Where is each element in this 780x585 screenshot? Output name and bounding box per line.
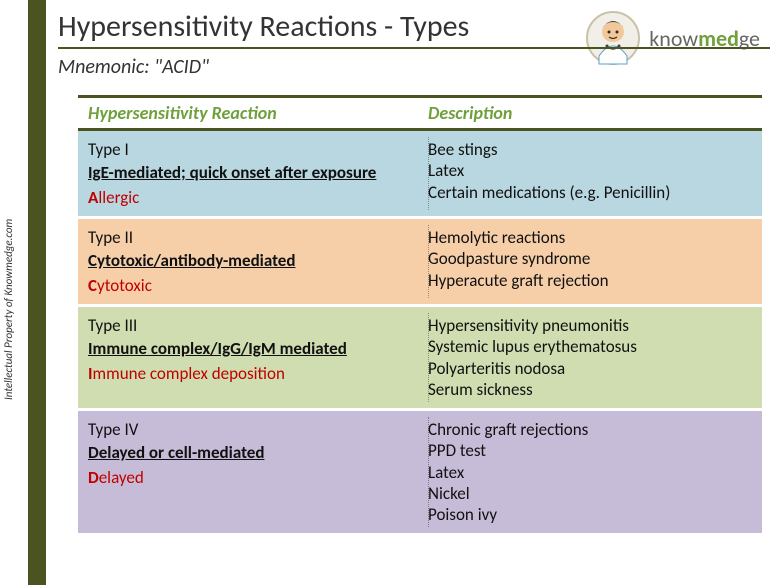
description-line: Hemolytic reactions (428, 227, 752, 248)
header-reaction: Hypersensitivity Reaction (88, 102, 428, 124)
header-description: Description (428, 102, 752, 124)
mnemonic-word: Delayed (88, 467, 418, 488)
copyright-text: Intellectual Property of Knowmedge.com (2, 219, 15, 400)
mnemonic-subtitle: Mnemonic: "ACID" (58, 55, 770, 79)
type-label: Type III (88, 315, 418, 336)
description-cell: Hypersensitivity pneumonitisSystemic lup… (428, 315, 752, 400)
description-line: Poison ivy (428, 504, 752, 525)
table-row: Type IIgE-mediated; quick onset after ex… (78, 131, 762, 219)
description-line: Latex (428, 462, 752, 483)
description-line: Serum sickness (428, 379, 752, 400)
main-content: Hypersensitivity Reactions - Types Mnemo… (58, 8, 770, 536)
reaction-cell: Type IIIImmune complex/IgG/IgM mediated I… (88, 315, 428, 400)
type-label: Type I (88, 139, 418, 160)
table-row: Type IICytotoxic/antibody-mediated Cytoto… (78, 219, 762, 307)
mechanism-text: Cytotoxic/antibody-mediated (88, 250, 418, 271)
table-row: Type IIIImmune complex/IgG/IgM mediated I… (78, 307, 762, 411)
reactions-table: Hypersensitivity Reaction Description Ty… (78, 95, 762, 536)
type-label: Type IV (88, 419, 418, 440)
mechanism-text: Immune complex/IgG/IgM mediated (88, 338, 418, 359)
reaction-cell: Type IICytotoxic/antibody-mediated Cytoto… (88, 227, 428, 296)
description-line: Nickel (428, 483, 752, 504)
column-divider (428, 137, 429, 210)
column-divider (428, 417, 429, 527)
description-line: Goodpasture syndrome (428, 248, 752, 269)
mechanism-text: IgE-mediated; quick onset after exposure (88, 162, 418, 183)
mnemonic-word: Cytotoxic (88, 275, 418, 296)
description-cell: Chronic graft rejectionsPPD testLatexNic… (428, 419, 752, 525)
mnemonic-word: Allergic (88, 187, 418, 208)
table-row: Type IVDelayed or cell-mediated Delayed Ch… (78, 411, 762, 536)
page-title: Hypersensitivity Reactions - Types (58, 8, 770, 49)
reaction-cell: Type IVDelayed or cell-mediated Delayed (88, 419, 428, 525)
column-divider (428, 313, 429, 402)
sidebar-accent-bar (28, 0, 46, 585)
description-cell: Bee stingsLatexCertain medications (e.g.… (428, 139, 752, 208)
type-label: Type II (88, 227, 418, 248)
mechanism-text: Delayed or cell-mediated (88, 442, 418, 463)
description-line: Polyarteritis nodosa (428, 358, 752, 379)
description-line: PPD test (428, 440, 752, 461)
column-divider (428, 225, 429, 298)
description-line: Certain medications (e.g. Penicillin) (428, 182, 752, 203)
description-line: Systemic lupus erythematosus (428, 336, 752, 357)
description-line: Bee stings (428, 139, 752, 160)
description-line: Latex (428, 160, 752, 181)
description-line: Chronic graft rejections (428, 419, 752, 440)
description-line: Hypersensitivity pneumonitis (428, 315, 752, 336)
table-header-row: Hypersensitivity Reaction Description (78, 95, 762, 131)
reaction-cell: Type IIgE-mediated; quick onset after ex… (88, 139, 428, 208)
description-line: Hyperacute graft rejection (428, 270, 752, 291)
mnemonic-word: Immune complex deposition (88, 363, 418, 384)
description-cell: Hemolytic reactionsGoodpasture syndromeH… (428, 227, 752, 296)
